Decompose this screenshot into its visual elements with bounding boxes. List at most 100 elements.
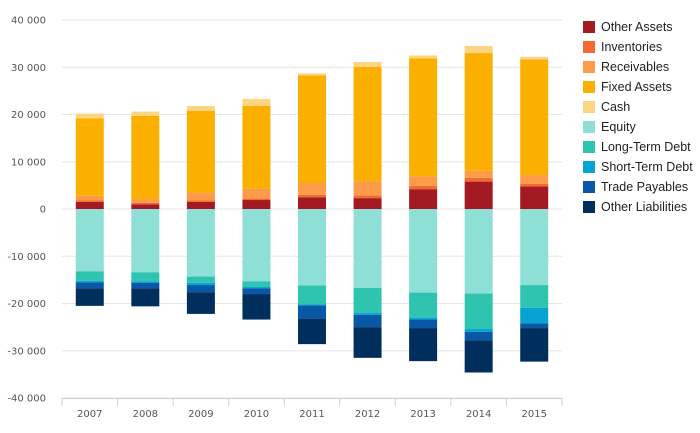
bar-segment[interactable] <box>353 312 382 315</box>
bar-segment[interactable] <box>186 201 215 209</box>
bar-segment[interactable] <box>464 170 493 178</box>
bar-segment[interactable] <box>520 323 549 329</box>
bar-segment[interactable] <box>464 293 493 330</box>
bar-segment[interactable] <box>298 318 326 345</box>
bar-segment[interactable] <box>242 198 271 201</box>
bar-segment[interactable] <box>353 66 382 182</box>
bar-segment[interactable] <box>409 209 438 293</box>
bar-segment[interactable] <box>75 209 104 272</box>
bar-segment[interactable] <box>131 272 160 282</box>
bar-segment[interactable] <box>520 59 549 175</box>
bar-segment[interactable] <box>186 106 215 111</box>
bar-segment[interactable] <box>409 189 438 209</box>
bar-segment[interactable] <box>464 209 493 294</box>
bar-segment[interactable] <box>242 281 271 287</box>
bar-segment[interactable] <box>242 286 271 289</box>
legend-item[interactable]: Fixed Assets <box>583 77 693 97</box>
bar-segment[interactable] <box>520 209 549 286</box>
bar-segment[interactable] <box>298 194 326 198</box>
bar-segment[interactable] <box>131 288 160 307</box>
bar-segment[interactable] <box>75 118 104 196</box>
bar-segment[interactable] <box>353 62 382 67</box>
bar-segment[interactable] <box>298 304 326 306</box>
legend-item[interactable]: Short-Term Debt <box>583 157 693 177</box>
bar-segment[interactable] <box>353 198 382 209</box>
legend-item[interactable]: Other Assets <box>583 17 693 37</box>
legend-item[interactable]: Long-Term Debt <box>583 137 693 157</box>
bar-segment[interactable] <box>75 282 104 289</box>
bar-segment[interactable] <box>298 305 326 319</box>
bar-segment[interactable] <box>464 177 493 182</box>
bar-segment[interactable] <box>520 56 549 60</box>
bar-segment[interactable] <box>298 209 326 286</box>
bar-segment[interactable] <box>75 271 104 281</box>
bar-segment[interactable] <box>298 73 326 76</box>
bar-segment[interactable] <box>131 199 160 203</box>
bar-segment[interactable] <box>409 292 438 318</box>
bar-segment[interactable] <box>464 331 493 341</box>
bar-segment[interactable] <box>464 340 493 373</box>
bar-segment[interactable] <box>186 292 215 314</box>
bar-segment[interactable] <box>353 209 382 288</box>
bar-segment[interactable] <box>298 75 326 184</box>
bar-segment[interactable] <box>298 183 326 195</box>
bar-segment[interactable] <box>409 319 438 329</box>
bar-segment[interactable] <box>75 200 104 202</box>
bar-segment[interactable] <box>298 285 326 305</box>
bar-segment[interactable] <box>186 110 215 193</box>
bar-segment[interactable] <box>242 200 271 209</box>
bar-segment[interactable] <box>131 115 160 200</box>
bar-segment[interactable] <box>353 181 382 196</box>
bar-segment[interactable] <box>520 328 549 362</box>
bar-segment[interactable] <box>75 113 104 119</box>
bar-segment[interactable] <box>242 209 271 282</box>
bar-segment[interactable] <box>131 209 160 273</box>
bar-segment[interactable] <box>131 204 160 209</box>
legend-item[interactable]: Trade Payables <box>583 177 693 197</box>
bar-segment[interactable] <box>186 200 215 202</box>
bar-segment[interactable] <box>242 98 271 106</box>
bar-segment[interactable] <box>242 106 271 189</box>
bar-segment[interactable] <box>75 280 104 283</box>
bar-segment[interactable] <box>242 294 271 320</box>
bar-segment[interactable] <box>131 202 160 205</box>
bar-segment[interactable] <box>464 181 493 209</box>
bar-segment[interactable] <box>353 314 382 328</box>
bar-segment[interactable] <box>186 276 215 283</box>
bar-segment[interactable] <box>409 328 438 362</box>
bar-segment[interactable] <box>186 282 215 286</box>
bar-segment[interactable] <box>409 317 438 320</box>
bar-segment[interactable] <box>520 186 549 209</box>
legend-item[interactable]: Inventories <box>583 37 693 57</box>
bar-segment[interactable] <box>242 288 271 295</box>
bar-segment[interactable] <box>131 282 160 289</box>
bar-segment[interactable] <box>409 185 438 190</box>
bar-segment[interactable] <box>298 197 326 209</box>
bar-segment[interactable] <box>464 45 493 54</box>
legend-item[interactable]: Cash <box>583 97 693 117</box>
bar-segment[interactable] <box>131 111 160 116</box>
bar-segment[interactable] <box>409 176 438 186</box>
bar-segment[interactable] <box>186 192 215 201</box>
bar-segment[interactable] <box>520 285 549 308</box>
bar-segment[interactable] <box>520 183 549 187</box>
bar-segment[interactable] <box>353 287 382 313</box>
bar-segment[interactable] <box>186 285 215 293</box>
bar-segment[interactable] <box>353 195 382 199</box>
bar-segment[interactable] <box>409 58 438 177</box>
bar-segment[interactable] <box>353 327 382 358</box>
bar-segment[interactable] <box>409 55 438 59</box>
bar-segment[interactable] <box>520 174 549 184</box>
bar-segment[interactable] <box>464 329 493 332</box>
bar-segment[interactable] <box>464 53 493 171</box>
legend-item[interactable]: Other Liabilities <box>583 197 693 217</box>
bar-segment[interactable] <box>520 307 549 324</box>
bar-segment[interactable] <box>186 209 215 277</box>
legend-item[interactable]: Equity <box>583 117 693 137</box>
bar-segment[interactable] <box>131 281 160 283</box>
bar-segment[interactable] <box>242 188 271 199</box>
bar-segment[interactable] <box>75 288 104 306</box>
legend-item[interactable]: Receivables <box>583 57 693 77</box>
bar-segment[interactable] <box>75 201 104 209</box>
bar-segment[interactable] <box>75 195 104 201</box>
